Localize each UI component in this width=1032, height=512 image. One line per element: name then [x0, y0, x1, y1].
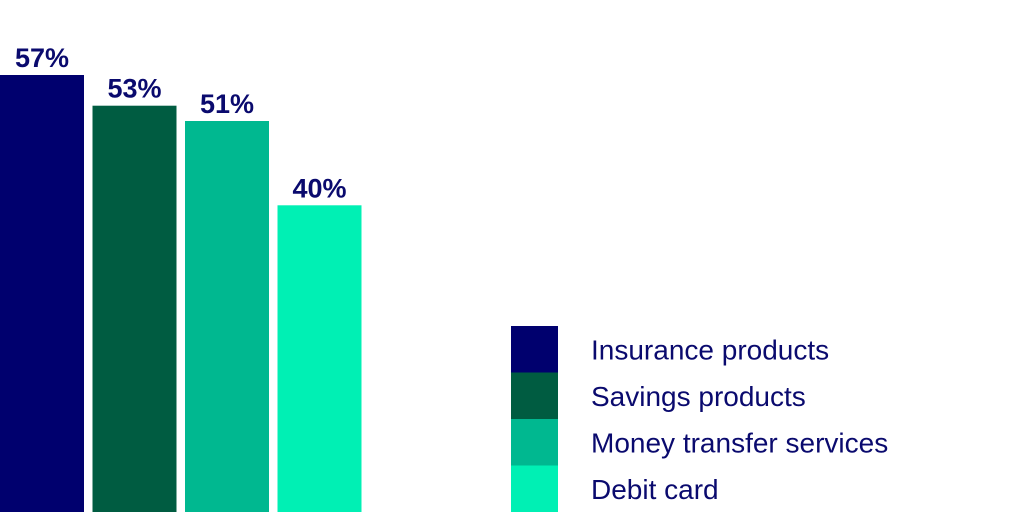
legend-label-3: Money transfer services	[591, 427, 888, 458]
legend-label-1: Insurance products	[591, 334, 829, 365]
bar-labels-group: 57% 53% 51% 40%	[15, 43, 347, 203]
legend-swatch-2	[511, 372, 558, 420]
legend-swatch-4	[511, 465, 558, 512]
bar-value-label-4: 40%	[292, 173, 346, 203]
bar-2	[92, 105, 177, 512]
legend: Insurance products Savings products Money …	[511, 326, 888, 512]
bar-4	[277, 205, 362, 512]
legend-swatch-1	[511, 326, 558, 373]
legend-label-4: Debit card	[591, 474, 719, 505]
bar-value-label-3: 51%	[200, 89, 254, 119]
bar-1	[0, 75, 84, 512]
legend-label-2: Savings products	[591, 381, 806, 412]
bar-value-label-1: 57%	[15, 43, 69, 73]
bars-group	[0, 75, 362, 512]
bar-3	[185, 121, 269, 512]
bar-value-label-2: 53%	[107, 74, 161, 104]
legend-swatch-3	[511, 419, 558, 466]
